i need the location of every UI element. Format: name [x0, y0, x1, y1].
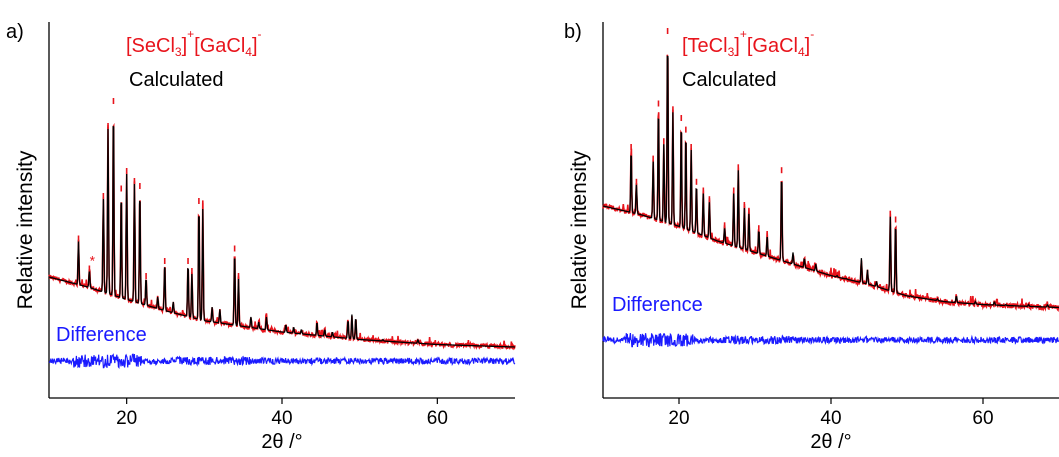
formula-part: 3 [728, 45, 735, 59]
series-difference [602, 332, 1059, 348]
asterisk-marker: * [90, 253, 96, 269]
x-tick-label: 40 [820, 408, 841, 429]
formula-part: ] [182, 35, 188, 57]
x-tick-label: 20 [668, 408, 689, 429]
series-calculated [602, 55, 1059, 309]
x-tick-label: 60 [972, 408, 993, 429]
formula-part: - [258, 27, 262, 41]
formula-part: ] [734, 35, 740, 57]
formula-part: 4 [798, 45, 805, 59]
series-measured [48, 122, 516, 351]
y-axis-label: Relative intensity [14, 150, 37, 309]
formula-part: 4 [245, 45, 252, 59]
formula-part: [SeCl [126, 35, 175, 57]
formula-part: + [187, 27, 194, 41]
formula-part: [TeCl [682, 35, 728, 57]
formula-part: [GaCl [747, 35, 798, 57]
x-tick-label: 40 [271, 408, 292, 429]
formula-part: ] [252, 35, 258, 57]
panel-label: b) [564, 21, 582, 43]
y-axis-label: Relative intensity [568, 150, 591, 309]
x-axis-label: 2θ /° [261, 431, 302, 452]
difference-label: Difference [612, 294, 703, 316]
formula-part: - [810, 27, 814, 41]
calculated-label: Calculated [682, 69, 777, 91]
series-measured [602, 54, 1059, 313]
x-tick-label: 60 [427, 408, 448, 429]
x-tick-label: 20 [116, 408, 137, 429]
series-calculated [48, 125, 515, 348]
formula-part: [GaCl [194, 35, 245, 57]
formula-label: [TeCl3]+[GaCl4]- [682, 27, 814, 59]
calculated-label: Calculated [129, 69, 224, 91]
panel-label: a) [6, 21, 24, 43]
formula-part: ] [805, 35, 811, 57]
formula-part: + [740, 27, 747, 41]
series-difference [48, 353, 516, 369]
x-axis-label: 2θ /° [810, 431, 851, 452]
formula-label: [SeCl3]+[GaCl4]- [126, 27, 262, 59]
formula-part: 3 [175, 45, 182, 59]
difference-label: Difference [56, 324, 147, 346]
